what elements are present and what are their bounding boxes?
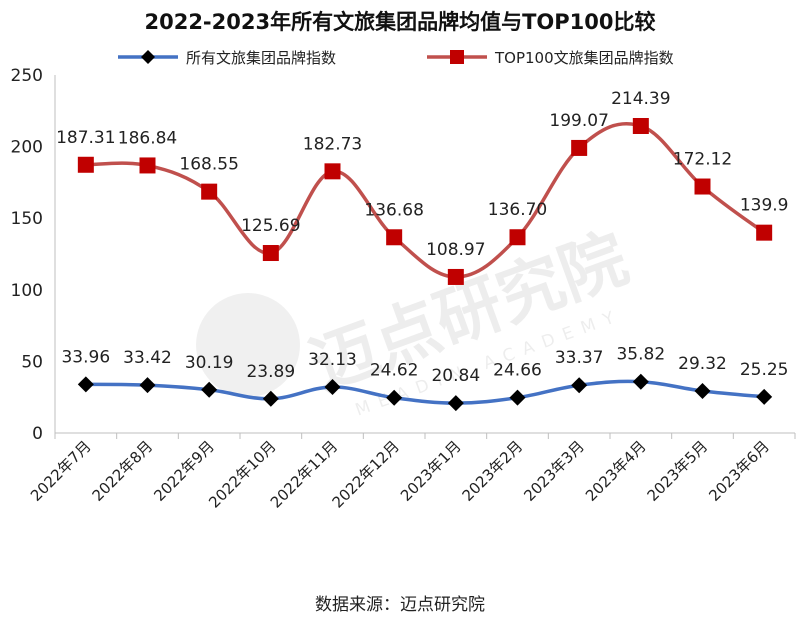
data-label: 24.62 [370,361,419,381]
series-1: 33.96 33.42 30.19 23.89 32.13 24.62 20.84 24.66… [61,345,789,412]
data-label: 136.68 [364,200,423,220]
y-tick-label: 250 [11,66,43,86]
y-tick-label: 0 [32,424,43,444]
x-tick-label: 2023年3月 [520,437,588,505]
data-point-diamond [262,390,279,407]
data-label: 172.12 [673,150,732,170]
data-label: 187.31 [56,128,115,148]
x-tick-label: 2022年8月 [89,437,157,505]
data-label: 33.37 [555,348,604,368]
data-point-diamond [77,376,94,393]
data-label: 168.55 [179,155,238,175]
series-layer: 33.96 33.42 30.19 23.89 32.13 24.62 20.84 24.66… [56,89,789,412]
legend: 所有文旅集团品牌指数 TOP100文旅集团品牌指数 [118,49,674,67]
data-point-square [632,117,649,134]
data-label: 214.39 [611,89,670,109]
y-tick-label: 50 [21,352,43,372]
data-point-diamond [386,389,403,406]
data-label: 182.73 [303,134,362,154]
data-label: 30.19 [185,353,234,373]
data-label: 29.32 [678,354,727,374]
data-label: 33.96 [61,347,110,367]
data-point-square [447,268,464,285]
data-point-square [694,178,711,195]
data-label: 33.42 [123,348,172,368]
data-point-diamond [139,377,156,394]
data-point-diamond [694,383,711,400]
x-tick-label: 2023年6月 [705,437,773,505]
data-point-diamond [632,373,649,390]
data-point-diamond [201,381,218,398]
data-point-square [509,229,526,246]
data-point-diamond [447,395,464,412]
data-label: 139.9 [740,196,789,216]
data-point-diamond [324,378,341,395]
x-tick-label: 2023年2月 [459,437,527,505]
watermark: 迈点研究院 MEADIN ACADEMY [196,219,637,421]
watermark-logo-icon [196,293,300,397]
data-point-diamond [571,377,588,394]
x-tick-label: 2023年1月 [397,437,465,505]
data-label: 199.07 [549,111,608,131]
x-tick-label: 2022年7月 [27,437,95,505]
y-tick-label: 200 [11,138,43,158]
data-point-square [386,229,403,246]
x-tick-label: 2023年4月 [582,437,650,505]
data-label: 23.89 [246,362,295,382]
data-point-diamond [509,389,526,406]
data-label: 35.82 [616,345,665,365]
data-label: 24.66 [493,361,542,381]
data-label: 136.70 [488,200,547,220]
data-label: 108.97 [426,240,485,260]
series-line [84,121,766,279]
data-label: 32.13 [308,350,357,370]
y-axis: 0 50 100 150 200 250 [11,66,56,444]
legend-label: TOP100文旅集团品牌指数 [494,49,674,67]
data-point-square [77,156,94,173]
legend-marker-square [450,50,464,64]
x-tick-label: 2023年5月 [644,437,712,505]
data-point-square [201,183,218,200]
legend-entry-1: 所有文旅集团品牌指数 [118,49,336,67]
data-point-square [139,157,156,174]
data-label: 25.25 [740,360,789,380]
data-point-square [262,245,279,262]
y-tick-label: 100 [11,281,43,301]
x-axis: 2022年7月2022年8月2022年9月2022年10月2022年11月202… [27,432,796,512]
legend-marker-diamond [141,50,155,64]
data-point-diamond [756,388,773,405]
data-label: 20.84 [431,366,480,386]
y-tick-label: 150 [11,209,43,229]
chart-title: 2022-2023年所有文旅集团品牌均值与TOP100比较 [144,10,655,34]
data-point-square [324,163,341,180]
data-label: 125.69 [241,216,300,236]
legend-label: 所有文旅集团品牌指数 [186,49,336,67]
source-note: 数据来源：迈点研究院 [315,595,485,615]
data-label: 186.84 [118,128,177,148]
data-point-square [756,224,773,241]
x-tick-label: 2022年9月 [150,437,218,505]
data-point-square [571,139,588,156]
legend-entry-2: TOP100文旅集团品牌指数 [427,49,674,67]
